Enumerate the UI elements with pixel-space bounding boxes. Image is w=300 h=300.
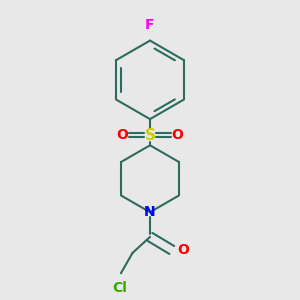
Text: O: O [172, 128, 184, 142]
Text: Cl: Cl [112, 280, 127, 295]
Text: F: F [145, 18, 155, 32]
Text: N: N [144, 205, 156, 219]
Text: O: O [177, 243, 189, 257]
Text: O: O [116, 128, 128, 142]
Text: S: S [145, 128, 155, 142]
